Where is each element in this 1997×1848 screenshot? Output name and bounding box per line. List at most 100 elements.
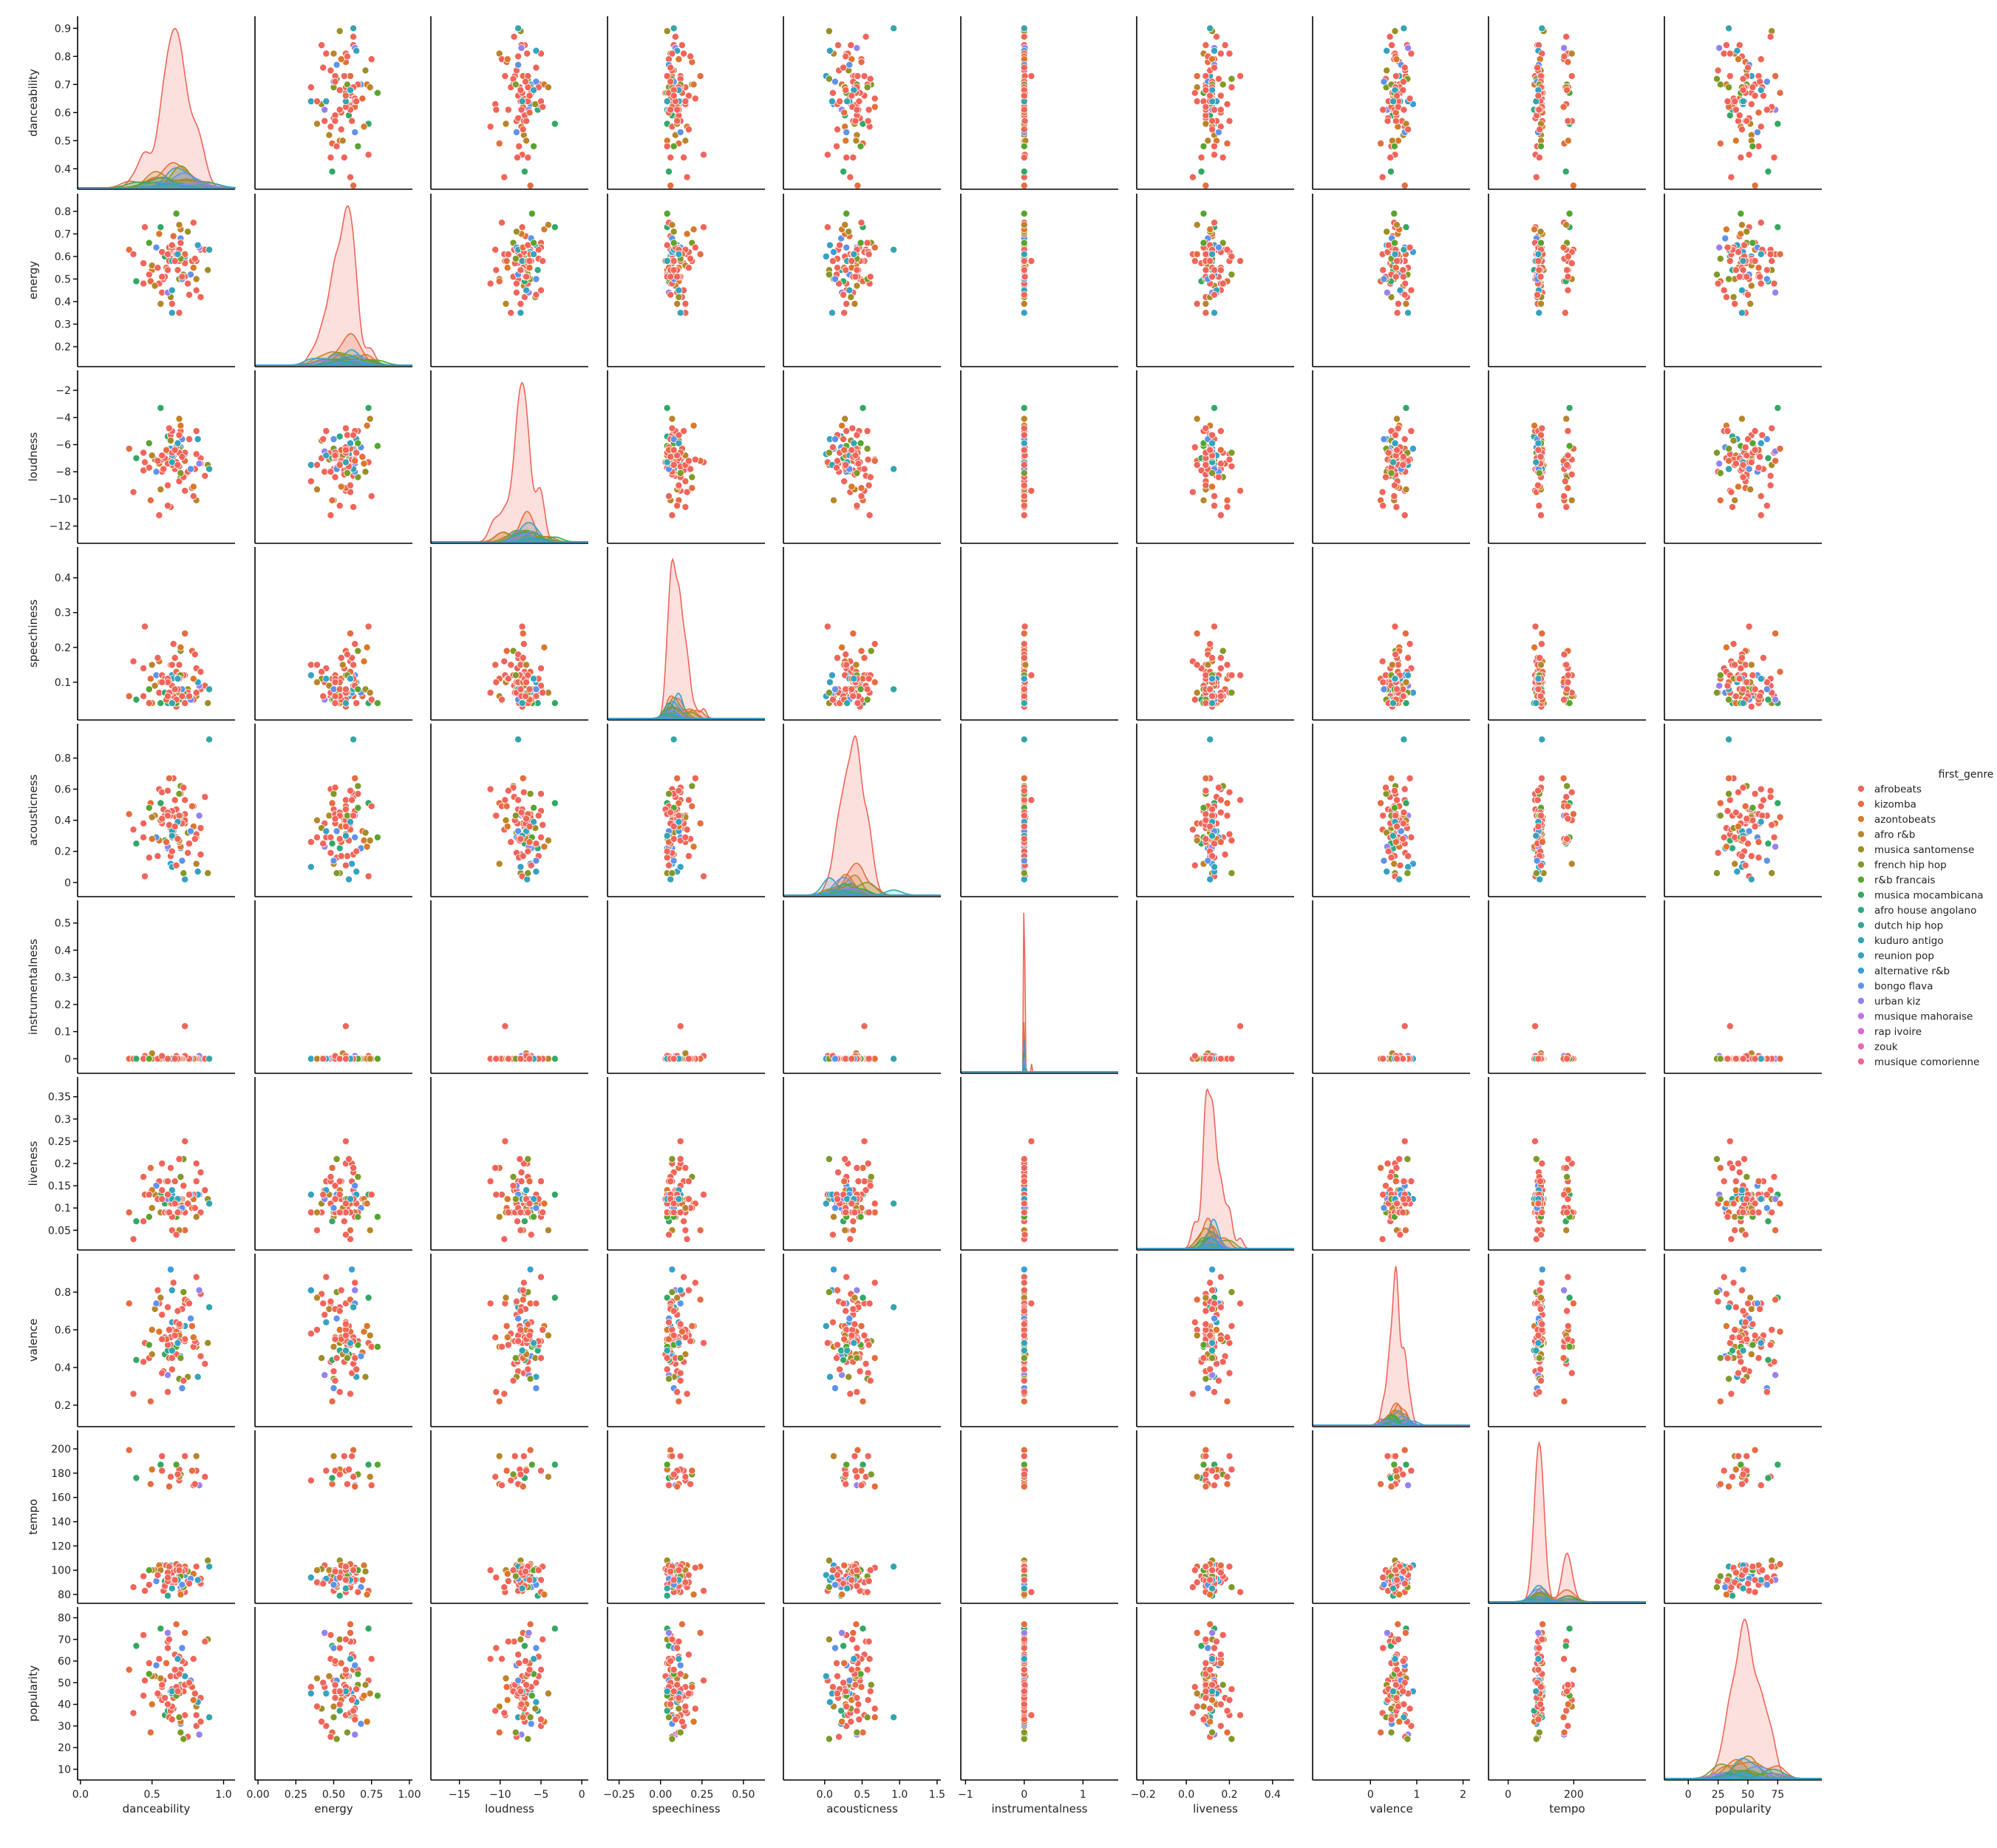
scatter-point	[1734, 823, 1742, 831]
scatter-point	[1407, 427, 1415, 435]
scatter-point	[1404, 869, 1412, 877]
scatter-point	[192, 286, 200, 294]
scatter-point	[1535, 502, 1543, 510]
scatter-point	[1401, 512, 1409, 520]
scatter-point	[172, 861, 180, 869]
scatter-point	[495, 860, 503, 868]
scatter-point	[1236, 486, 1245, 495]
scatter-point	[1716, 671, 1724, 679]
scatter-point	[846, 61, 854, 69]
scatter-point	[151, 282, 159, 290]
scatter-point	[1739, 473, 1747, 481]
scatter-point	[1384, 847, 1392, 855]
scatter-point	[1757, 512, 1765, 520]
scatter-point	[1390, 492, 1398, 500]
scatter-point	[1564, 427, 1572, 435]
scatter-point	[851, 299, 859, 308]
scatter-point	[1213, 33, 1221, 41]
scatter-point	[519, 774, 527, 782]
scatter-point	[1747, 852, 1755, 860]
scatter-point	[1223, 799, 1231, 807]
scatter-point	[341, 832, 350, 840]
scatter-point	[177, 643, 185, 651]
scatter-point	[675, 431, 683, 439]
scatter-point	[129, 250, 137, 258]
scatter-point	[129, 657, 137, 665]
scatter-point	[1726, 50, 1734, 58]
scatter-point	[350, 431, 358, 439]
scatter-point	[840, 109, 848, 117]
scatter-point	[1537, 812, 1545, 820]
scatter-point	[166, 437, 174, 445]
scatter-point	[331, 678, 339, 686]
scatter-point	[154, 852, 162, 860]
scatter-point	[1714, 279, 1722, 288]
scatter-point	[1562, 415, 1571, 423]
scatter-point	[307, 863, 315, 871]
scatter-point	[1757, 785, 1765, 793]
scatter-point	[336, 106, 344, 114]
scatter-point	[174, 675, 182, 683]
scatter-point	[530, 675, 538, 683]
scatter-point	[665, 168, 673, 176]
scatter-point	[178, 453, 186, 461]
scatter-point	[322, 427, 330, 435]
scatter-point	[145, 804, 153, 812]
scatter-point	[1197, 154, 1205, 162]
scatter-point	[346, 439, 354, 447]
scatter-point	[690, 843, 698, 851]
scatter-point	[1211, 309, 1219, 317]
scatter-point	[1535, 309, 1543, 317]
scatter-point	[175, 812, 183, 820]
kde-curve	[255, 205, 412, 366]
scatter-point	[331, 78, 339, 86]
scatter-point	[1020, 640, 1028, 648]
scatter-point	[514, 61, 523, 69]
scatter-point	[174, 266, 182, 274]
scatter-point	[1729, 437, 1738, 445]
scatter-point	[319, 1055, 327, 1063]
scatter-point	[1568, 470, 1576, 478]
scatter-point	[1563, 86, 1571, 94]
scatter-point	[1027, 486, 1035, 495]
scatter-point	[828, 309, 836, 317]
scatter-point	[1217, 266, 1225, 274]
scatter-point	[863, 84, 871, 92]
scatter-point	[1538, 736, 1546, 744]
scatter-point	[1722, 843, 1730, 851]
scatter-point	[1534, 1055, 1542, 1063]
scatter-point	[148, 813, 156, 821]
scatter-point	[333, 869, 341, 877]
scatter-point	[1020, 823, 1028, 831]
scatter-point	[681, 98, 690, 106]
scatter-point	[857, 142, 865, 150]
scatter-point	[1211, 151, 1219, 159]
scatter-point	[688, 484, 696, 492]
scatter-point	[831, 78, 840, 86]
scatter-point	[1401, 630, 1409, 638]
scatter-point	[331, 784, 339, 792]
scatter-point	[1561, 309, 1569, 317]
scatter-point	[1228, 271, 1236, 279]
scatter-point	[691, 243, 699, 251]
scatter-point	[1399, 78, 1407, 86]
scatter-point	[1020, 492, 1028, 500]
scatter-point	[192, 427, 200, 435]
scatter-point	[1020, 415, 1028, 423]
scatter-point	[676, 128, 684, 136]
scatter-point	[1202, 481, 1210, 489]
scatter-point	[675, 812, 683, 820]
kde-curve	[961, 912, 1118, 1073]
scatter-point	[341, 446, 350, 454]
scatter-point	[1531, 1022, 1539, 1030]
scatter-point	[354, 804, 362, 812]
scatter-point	[181, 1022, 189, 1030]
scatter-point	[336, 844, 344, 852]
scatter-point	[514, 52, 523, 61]
scatter-point	[842, 650, 850, 659]
scatter-point	[1223, 245, 1231, 254]
scatter-point	[828, 98, 836, 106]
scatter-point	[1406, 774, 1414, 782]
scatter-point	[1197, 168, 1205, 176]
